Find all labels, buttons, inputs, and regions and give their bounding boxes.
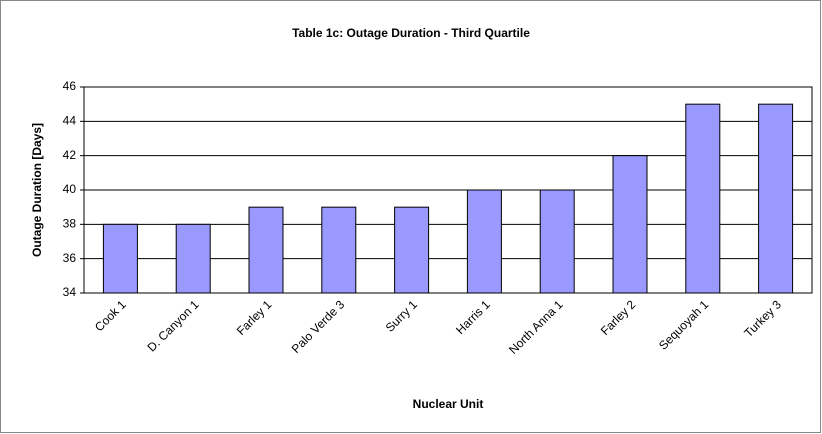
plot-border <box>83 86 813 294</box>
y-axis-label: Outage Duration [Days] <box>30 123 44 257</box>
y-tick-label: 40 <box>63 182 77 196</box>
y-tick-label: 36 <box>63 251 77 265</box>
bar <box>175 223 211 294</box>
y-tick-label: 38 <box>63 217 77 231</box>
x-axis-label: Nuclear Unit <box>413 397 484 411</box>
bar <box>612 155 648 294</box>
bar <box>102 223 138 294</box>
bar <box>394 206 430 294</box>
bar <box>466 189 502 294</box>
bar <box>539 189 575 294</box>
y-tick-label: 46 <box>63 79 77 93</box>
y-tick-label: 44 <box>63 114 77 128</box>
y-tick-label: 42 <box>63 148 77 162</box>
bar <box>685 103 721 294</box>
bar <box>758 103 794 294</box>
bar <box>248 206 284 294</box>
bar <box>321 206 357 294</box>
chart-title: Table 1c: Outage Duration - Third Quarti… <box>292 26 530 40</box>
y-tick-label: 34 <box>63 285 77 299</box>
